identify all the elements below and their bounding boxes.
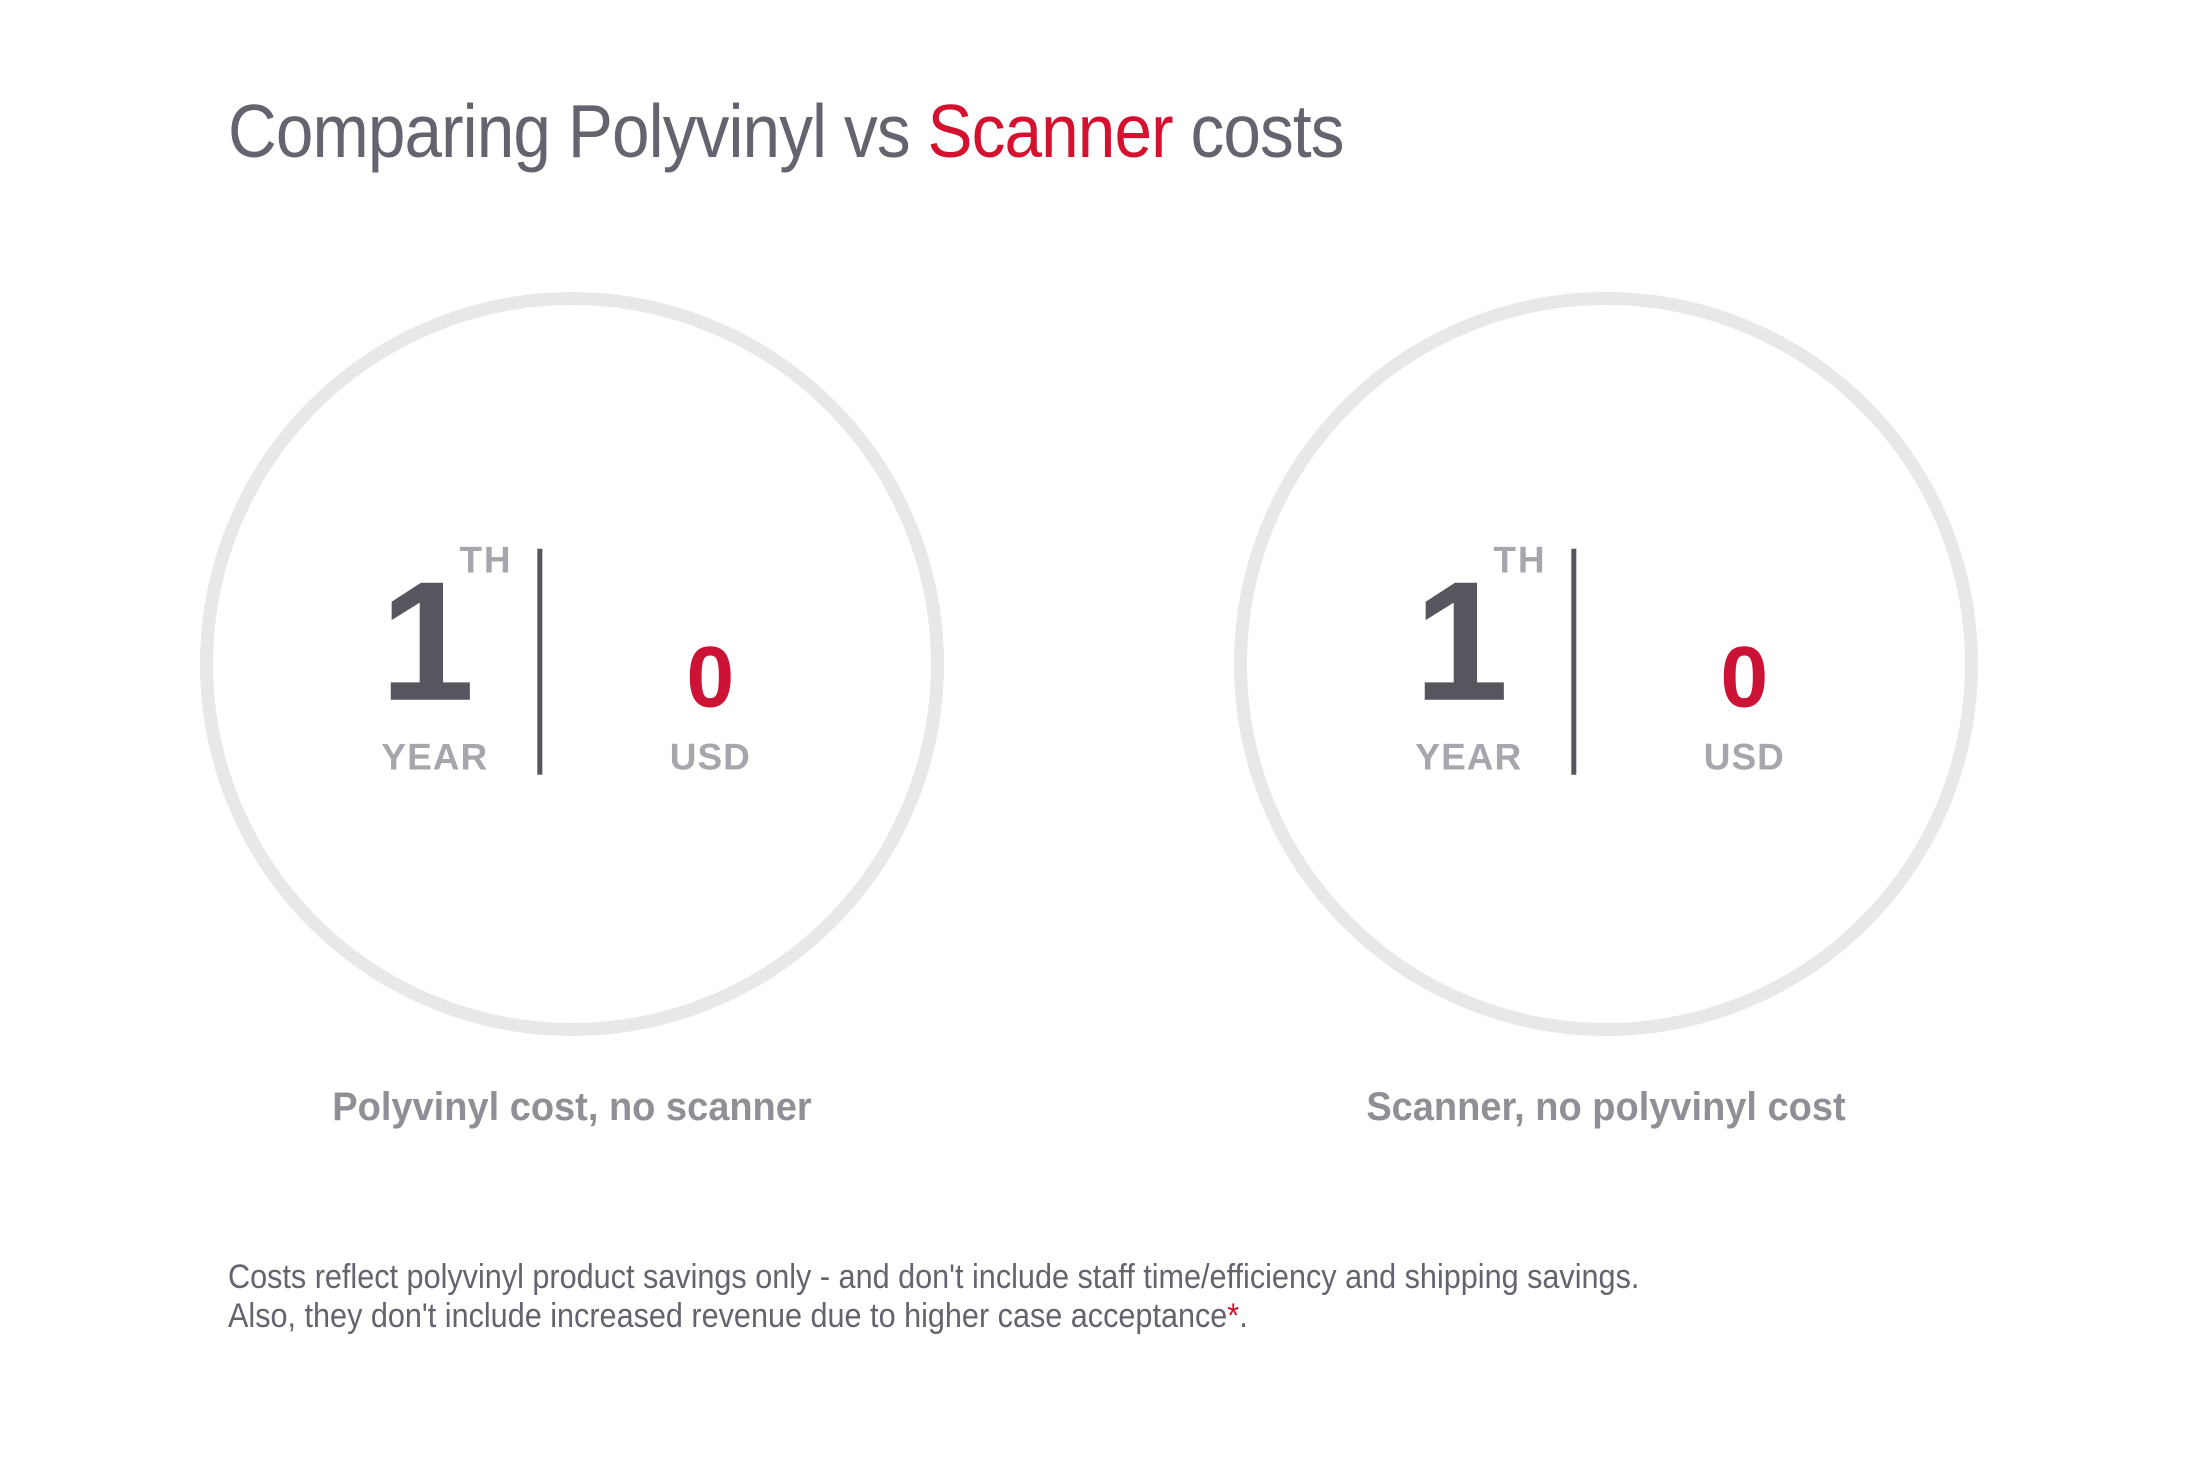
year-label: YEAR — [381, 736, 489, 778]
cost-value: 0 — [686, 629, 735, 726]
cost-label: USD — [669, 736, 751, 778]
year-value: 1 — [380, 546, 475, 737]
stat-divider — [1571, 548, 1577, 775]
page-title: Comparing Polyvinyl vs Scanner costs — [228, 94, 1344, 169]
footnote: Costs reflect polyvinyl product savings … — [228, 1258, 1639, 1336]
year-superscript: TH — [1493, 539, 1547, 581]
title-suffix: costs — [1172, 89, 1345, 173]
footnote-asterisk: * — [1227, 1297, 1240, 1335]
footnote-line2: Also, they don't include increased reven… — [228, 1297, 1228, 1335]
polyvinyl-caption: Polyvinyl cost, no scanner — [332, 1085, 812, 1129]
scanner-stat: 1 TH 0 YEAR USD — [1414, 542, 1784, 776]
scanner-circle: 1 TH 0 YEAR USD — [1234, 292, 1978, 1036]
polyvinyl-card: 1 TH 0 YEAR USD Polyvinyl cost, no scann… — [200, 292, 944, 1172]
stat-divider — [537, 548, 543, 775]
polyvinyl-stat: 1 TH 0 YEAR USD — [380, 542, 750, 776]
scanner-card: 1 TH 0 YEAR USD Scanner, no polyvinyl co… — [1234, 292, 1978, 1172]
footnote-line1: Costs reflect polyvinyl product savings … — [228, 1258, 1640, 1296]
year-value: 1 — [1414, 546, 1509, 737]
cost-label: USD — [1703, 736, 1785, 778]
scanner-caption: Scanner, no polyvinyl cost — [1366, 1085, 1846, 1129]
footnote-period: . — [1239, 1297, 1248, 1335]
polyvinyl-circle: 1 TH 0 YEAR USD — [200, 292, 944, 1036]
title-prefix: Comparing Polyvinyl vs — [228, 89, 928, 173]
year-label: YEAR — [1415, 736, 1523, 778]
cost-value: 0 — [1720, 629, 1769, 726]
title-highlight: Scanner — [927, 89, 1174, 173]
year-superscript: TH — [459, 539, 513, 581]
